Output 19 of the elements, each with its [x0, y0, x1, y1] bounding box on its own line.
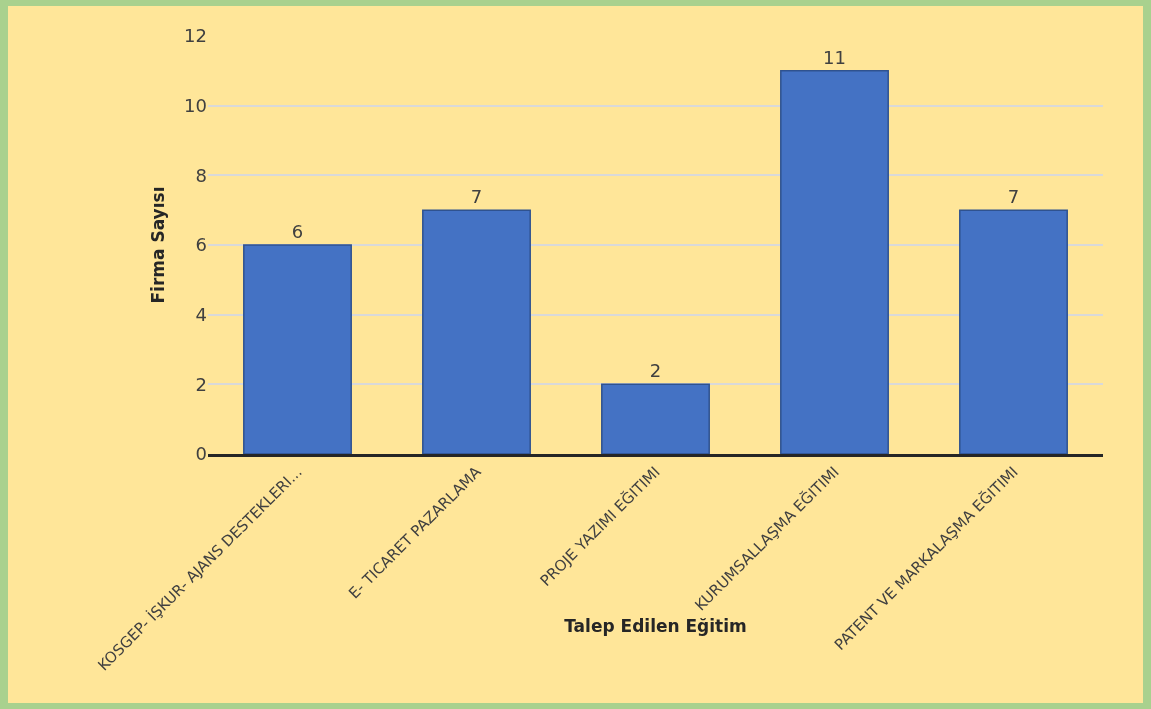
data-label: 7 [470, 186, 483, 208]
y-tick-label: 4 [195, 303, 207, 325]
bar [601, 383, 710, 454]
bar [243, 244, 352, 454]
data-label: 11 [823, 46, 846, 68]
data-label: 7 [1007, 186, 1020, 208]
y-tick-label: 10 [184, 94, 207, 116]
y-tick-label: 8 [195, 164, 207, 186]
y-tick-label: 6 [195, 234, 207, 256]
data-label: 6 [291, 221, 304, 242]
bar [959, 209, 1068, 454]
y-tick-label: 0 [195, 443, 207, 465]
bar [422, 209, 531, 454]
y-tick-label: 2 [195, 373, 207, 395]
data-label: 2 [649, 360, 662, 382]
bar [780, 70, 889, 454]
y-axis-title: Firma Sayısı [148, 186, 168, 304]
x-axis-title: Talep Edilen Eğitim [564, 616, 747, 637]
y-tick-label: 12 [184, 25, 207, 47]
